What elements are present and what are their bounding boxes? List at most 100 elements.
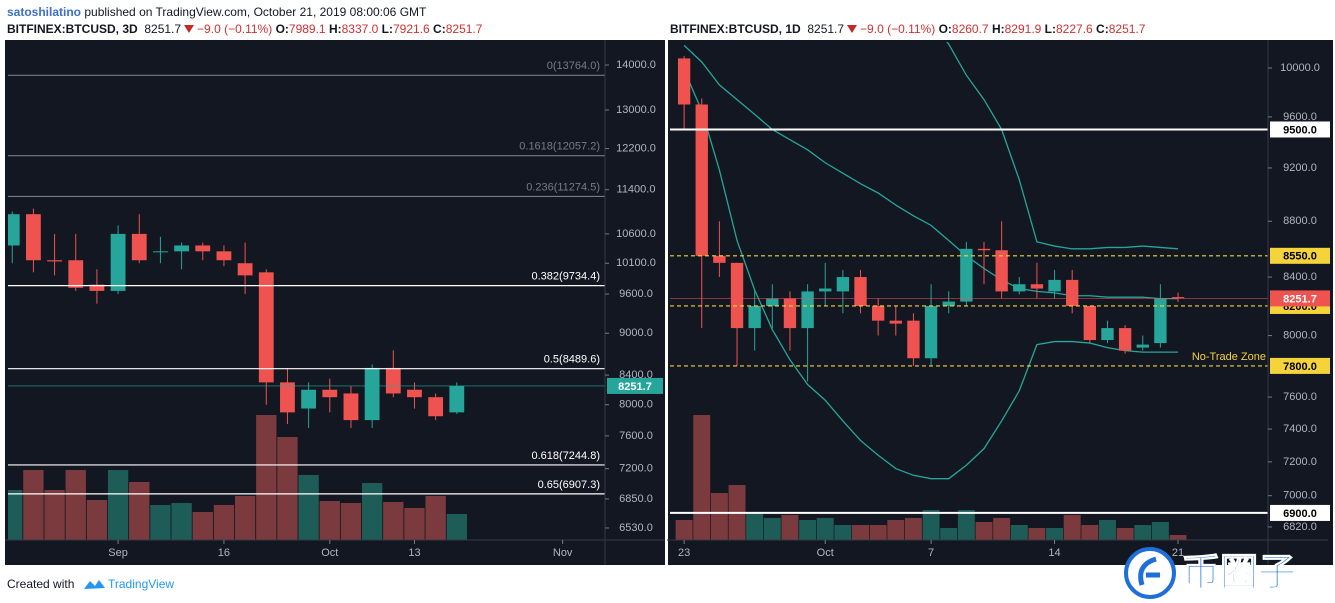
volume-bar xyxy=(852,525,869,540)
ohlc-value: 8251.7 xyxy=(445,22,483,36)
candle-body xyxy=(713,255,726,263)
candle-body xyxy=(1066,279,1079,306)
candle-body xyxy=(258,272,274,383)
volume-bar xyxy=(150,505,171,540)
volume-bar xyxy=(171,503,192,540)
candle-body xyxy=(89,284,105,291)
plot-area xyxy=(670,42,1268,540)
level-label: 0.382(9734.4) xyxy=(532,271,601,283)
band-line xyxy=(683,69,1179,480)
ohlc-value: 7921.6 xyxy=(393,22,430,36)
volume-bar xyxy=(693,415,711,540)
y-tick-label: 14000.0 xyxy=(616,59,656,71)
candle-body xyxy=(960,248,973,302)
volume-bar xyxy=(129,482,150,540)
x-tick-label: Sep xyxy=(108,547,128,559)
volume-bar xyxy=(763,518,781,540)
candle-body xyxy=(854,277,867,306)
volume-bar xyxy=(256,415,277,540)
candle-body xyxy=(783,298,797,329)
y-tick-label: 6530.0 xyxy=(619,522,653,534)
volume-bar xyxy=(192,512,213,540)
ohlc-value: 8337.0 xyxy=(341,22,379,36)
ohlc-label: O: xyxy=(275,22,289,36)
volume-bar xyxy=(1116,528,1134,540)
level-label: 0.65(6907.3) xyxy=(538,479,600,491)
volume-bar xyxy=(975,522,993,540)
volume-bar xyxy=(940,528,958,540)
level-label: 0.5(8489.6) xyxy=(544,354,600,366)
ohlc-label: C: xyxy=(1096,22,1109,36)
ohlc-label: O: xyxy=(938,22,952,36)
volume-bar xyxy=(887,520,905,540)
price-tag xyxy=(1270,290,1330,307)
level-label: 0(13764.0) xyxy=(547,60,600,72)
candle-body xyxy=(907,320,920,359)
footer-brand[interactable]: TradingView xyxy=(108,577,174,591)
symbol: BITFINEX:BTCUSD, 1D xyxy=(670,22,801,36)
volume-bar xyxy=(213,505,235,540)
y-tick-label: 7200.0 xyxy=(619,463,653,475)
plot-area xyxy=(8,74,605,540)
footer-text: Created with xyxy=(7,577,74,591)
volume-bar xyxy=(993,518,1011,540)
volume-bar xyxy=(799,520,817,540)
candle-body xyxy=(677,58,691,105)
x-tick-label: Oct xyxy=(321,547,338,559)
volume-bar xyxy=(86,500,108,540)
volume-bar xyxy=(1046,528,1064,540)
candle-body xyxy=(449,385,465,413)
ohlc-label: L: xyxy=(1044,22,1056,36)
ohlc-value: 7989.1 xyxy=(288,22,326,36)
price-tag xyxy=(607,377,663,394)
y-tick-label: 10100.0 xyxy=(616,257,656,269)
author[interactable]: satoshilatino xyxy=(7,5,82,19)
published: published on TradingView.com, October 21… xyxy=(84,5,427,19)
candle-body xyxy=(801,291,814,329)
price-tag-label: 6900.0 xyxy=(1283,508,1317,520)
price-tag-label: 9500.0 xyxy=(1283,124,1317,136)
volume-bar xyxy=(1010,525,1028,540)
candle-body xyxy=(766,298,779,306)
symbol: BITFINEX:BTCUSD, 3D xyxy=(7,22,138,36)
volume-bar xyxy=(1028,528,1046,540)
x-tick-label: Nov xyxy=(553,547,573,559)
y-tick-label: 9600.0 xyxy=(1283,111,1317,123)
y-tick-label: 8800.0 xyxy=(1283,215,1317,227)
volume-bar xyxy=(1063,515,1081,540)
volume-bar xyxy=(298,475,319,540)
candle-body xyxy=(110,233,126,291)
volume-bar xyxy=(65,470,86,540)
volume-bar xyxy=(922,510,940,540)
price-tag-label: 8550.0 xyxy=(1283,251,1317,263)
price-tag xyxy=(1270,247,1330,264)
y-tick-label: 13000.0 xyxy=(616,104,656,116)
candle-body xyxy=(8,214,20,246)
candle-body xyxy=(995,250,1008,292)
candle-body xyxy=(131,233,147,261)
level-label: 0.236(11274.5) xyxy=(526,181,600,193)
candle-body xyxy=(819,288,832,292)
chart-header: BITFINEX:BTCUSD, 3D 8251.7 −9.0 (−0.11%) … xyxy=(7,22,482,36)
volume-bar xyxy=(869,525,887,540)
y-tick-label: 7400.0 xyxy=(1283,423,1317,435)
candle-body xyxy=(195,245,211,252)
x-tick-label: 16 xyxy=(218,547,230,559)
volume-bar xyxy=(957,510,975,540)
watermark-logo xyxy=(1138,556,1160,586)
ohlc-label: L: xyxy=(381,22,393,36)
level-label: 0.1618(12057.2) xyxy=(519,141,600,153)
candle-body xyxy=(364,367,380,421)
y-tick-label: 6850.0 xyxy=(619,493,653,505)
ohlc-label: H: xyxy=(991,22,1005,36)
band-line xyxy=(683,44,1179,300)
y-tick-label: 12200.0 xyxy=(616,142,656,154)
annotation: No-Trade Zone xyxy=(1192,351,1266,363)
ohlc-label: C: xyxy=(433,22,446,36)
price-tag-label: 7800.0 xyxy=(1283,361,1317,373)
candle-body xyxy=(836,277,850,292)
candle-body xyxy=(1048,279,1061,292)
candle-body xyxy=(216,251,232,261)
y-tick-label: 7600.0 xyxy=(619,430,653,442)
